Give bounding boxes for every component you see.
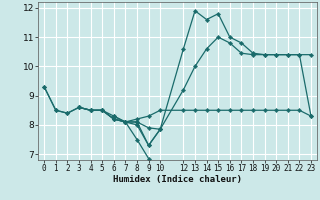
X-axis label: Humidex (Indice chaleur): Humidex (Indice chaleur) [113, 175, 242, 184]
